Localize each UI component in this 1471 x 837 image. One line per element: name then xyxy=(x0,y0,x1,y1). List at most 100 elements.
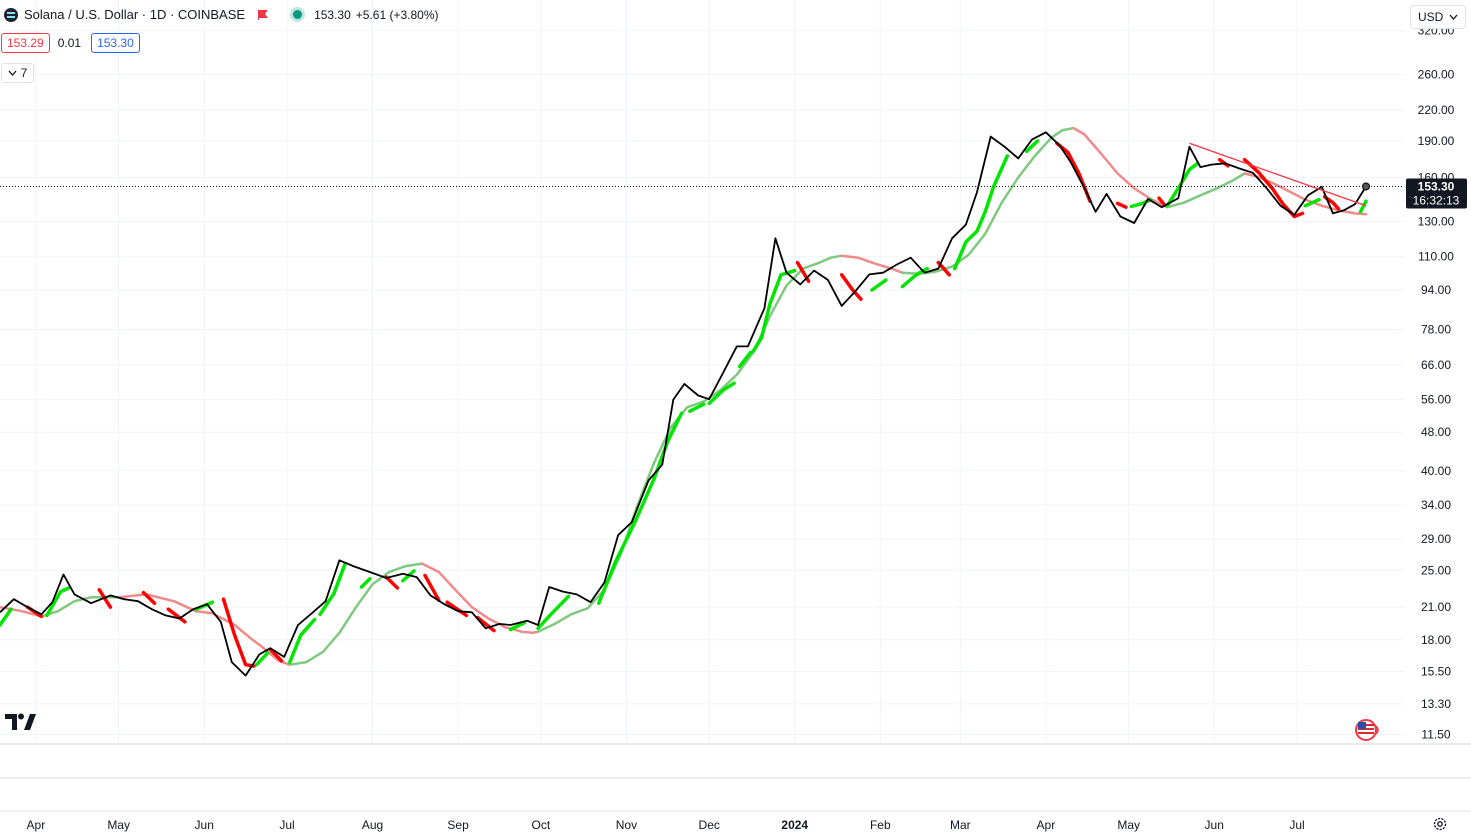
fast-ma-up-segment xyxy=(870,278,888,292)
fast-ma-up-segment xyxy=(1165,161,1200,208)
price-axis-label: 21.00 xyxy=(1421,600,1451,614)
time-axis-label: Mar xyxy=(950,818,971,832)
gear-icon[interactable] xyxy=(1432,816,1448,832)
fast-ma-up-segment xyxy=(0,607,13,627)
fast-ma-up-segment xyxy=(751,268,797,353)
time-axis-label: Jul xyxy=(279,818,294,832)
slow-ma-down-segment xyxy=(0,605,43,618)
symbol-title[interactable]: Solana / U.S. Dollar · 1D · COINBASE xyxy=(24,7,246,22)
price-change: +5.61 (+3.80%) xyxy=(355,7,439,22)
price-axis-label: 66.00 xyxy=(1421,358,1451,372)
slow-ma-up-segment xyxy=(901,126,1075,275)
buy-button[interactable]: 153.30 xyxy=(91,33,140,53)
price-line[interactable] xyxy=(0,131,1367,677)
slow-ma-layer xyxy=(0,126,1368,666)
slow-ma-up-segment xyxy=(1166,172,1246,209)
us-flag-icon[interactable] xyxy=(1352,718,1382,742)
fast-ma-up-segment xyxy=(318,562,347,617)
tradingview-logo-icon[interactable] xyxy=(5,713,37,731)
fast-ma-up-segment xyxy=(1303,197,1321,208)
price-label-box xyxy=(1406,178,1467,209)
price-axis-label: 25.00 xyxy=(1421,563,1451,577)
fast-ma-up-segment xyxy=(1024,139,1040,154)
fast-ma-up-segment xyxy=(953,154,1010,271)
fast-ma-up-segment xyxy=(288,617,317,664)
fast-ma-up-segment xyxy=(597,411,684,605)
currency-label: USD xyxy=(1418,10,1444,24)
time-axis-label: 2024 xyxy=(781,818,808,832)
chevron-down-icon xyxy=(1449,14,1458,20)
time-axis-label: Apr xyxy=(1037,818,1056,832)
time-axis-label: May xyxy=(107,818,130,832)
price-axis-label: 190.00 xyxy=(1418,134,1455,148)
price-axis-label: 94.00 xyxy=(1421,283,1451,297)
fast-ma-up-segment xyxy=(1358,199,1368,214)
trendline[interactable] xyxy=(1189,142,1367,207)
fast-ma-down-segment xyxy=(1055,141,1092,203)
fast-ma-down-segment xyxy=(445,600,469,618)
slow-ma-down-segment xyxy=(117,593,292,666)
fast-ma-up-segment xyxy=(737,350,753,369)
fast-ma-down-segment xyxy=(268,647,284,663)
fast-ma-down-segment xyxy=(141,590,157,605)
price-axis-label: 110.00 xyxy=(1418,250,1454,264)
fast-ma-down-segment xyxy=(1157,196,1167,207)
price-axis-label: 78.00 xyxy=(1421,322,1451,336)
market-status-icon[interactable] xyxy=(293,10,303,19)
chevron-down-icon xyxy=(8,70,17,76)
time-axis-label: May xyxy=(1117,818,1140,832)
time-axis-label: Nov xyxy=(616,818,637,832)
slow-ma-down-segment xyxy=(840,254,904,274)
slow-ma-up-segment xyxy=(40,596,120,618)
price-axis-label: 34.00 xyxy=(1421,498,1451,512)
price-label-countdown: 16:32:13 xyxy=(1413,193,1460,207)
fast-ma-up-segment xyxy=(688,402,706,413)
time-axis-label: Jun xyxy=(1205,818,1224,832)
fast-ma-up-segment xyxy=(707,381,736,406)
sell-button[interactable]: 153.29 xyxy=(1,33,50,53)
flag-icon[interactable] xyxy=(257,9,269,20)
axis-layer: 320.00260.00220.00190.00160.00130.00110.… xyxy=(0,24,1471,832)
fast-ma-down-segment xyxy=(1115,201,1128,209)
currency-selector[interactable]: USD xyxy=(1410,5,1466,29)
price-axis-label: 48.00 xyxy=(1421,425,1451,439)
solana-symbol-icon xyxy=(4,7,18,22)
price-axis-label: 260.00 xyxy=(1418,68,1455,82)
fast-ma-down-segment xyxy=(384,575,400,590)
time-axis-label: Sep xyxy=(447,818,469,832)
slow-ma-up-segment xyxy=(536,254,843,633)
time-axis-label: Oct xyxy=(532,818,551,832)
indicators-count: 7 xyxy=(20,66,28,80)
fast-ma-up-segment xyxy=(359,577,372,589)
grid-layer xyxy=(0,0,1404,744)
fast-ma-down-segment xyxy=(475,615,496,633)
fast-ma-up-segment xyxy=(1129,197,1153,209)
time-axis-label: Jun xyxy=(195,818,214,832)
trendline-layer xyxy=(0,142,1404,207)
last-price-marker[interactable] xyxy=(1362,182,1370,191)
slow-ma-down-segment xyxy=(420,562,540,635)
time-axis-label: Dec xyxy=(699,818,720,832)
fast-ma-up-segment xyxy=(508,621,527,632)
price-axis-label: 29.00 xyxy=(1421,532,1451,546)
indicators-toggle-button[interactable]: 7 xyxy=(1,63,34,83)
last-price: 153.30 xyxy=(314,7,351,22)
time-axis-label: Feb xyxy=(870,818,891,832)
time-axis-label: Aug xyxy=(362,818,383,832)
symbol-legend[interactable]: Solana / U.S. Dollar · 1D · COINBASE 153… xyxy=(4,7,439,22)
spread-value: 0.01 xyxy=(57,36,82,50)
price-axis-label: 40.00 xyxy=(1421,464,1451,478)
fast-ma-down-segment xyxy=(166,607,187,624)
fast-ma-up-segment xyxy=(45,586,71,618)
slow-ma-up-segment xyxy=(288,562,424,666)
price-axis-label: 15.50 xyxy=(1421,664,1451,678)
trade-buttons: 153.29 0.01 153.30 xyxy=(1,33,140,53)
fast-ma-down-segment xyxy=(423,573,441,602)
price-label-value: 153.30 xyxy=(1418,179,1455,193)
time-axis-label: Apr xyxy=(27,818,46,832)
fast-ma-down-segment xyxy=(221,597,256,668)
fast-ma-layer xyxy=(0,139,1368,668)
price-axis-label: 220.00 xyxy=(1418,103,1455,117)
